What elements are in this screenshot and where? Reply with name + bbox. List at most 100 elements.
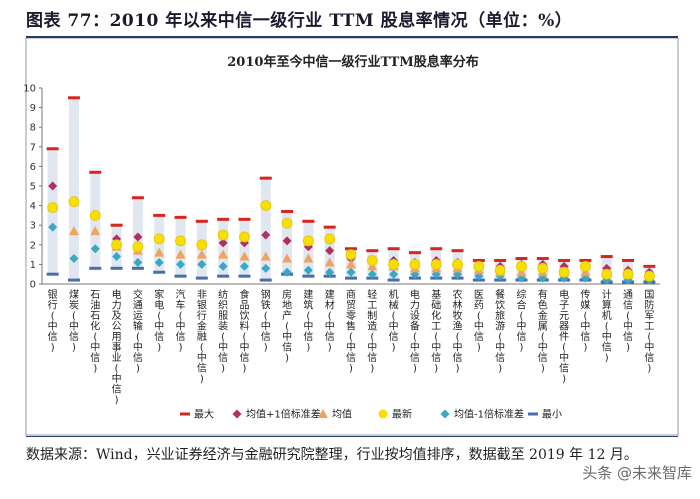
chart-title: 2010年至今中信一级行业TTM股息率分布: [227, 54, 478, 70]
x-tick-label: 商贸零售(中信): [346, 288, 356, 375]
latest-marker: [643, 270, 655, 282]
x-tick-label: 通信(中信): [623, 289, 633, 354]
x-tick-labels: 银行(中信) 煤炭(中信) 石油石化(中信) 电力及公用事业(中信) 交通运输(中信) 家…: [48, 288, 655, 406]
mean-plus-sd-marker: [133, 232, 143, 242]
mean-minus-sd-marker: [133, 257, 143, 267]
mean-minus-sd-marker: [282, 267, 292, 277]
x-tick-label: 非银行金融(中信): [197, 289, 207, 385]
watermark: 头条 @未来智库: [582, 464, 692, 482]
mean-minus-sd-marker: [154, 257, 164, 267]
max-marker: [494, 258, 507, 262]
min-marker: [174, 274, 187, 278]
mean-minus-sd-marker: [90, 244, 100, 254]
mean-minus-sd-marker: [367, 269, 377, 279]
x-tick-label: 电子元器件(中信): [559, 288, 569, 385]
mean-plus-sd-marker: [218, 238, 228, 248]
y-tick-label: 7: [30, 142, 36, 153]
latest-marker: [409, 258, 421, 270]
min-marker: [387, 278, 400, 282]
legend-mean-label: 均值: [332, 408, 352, 421]
mean-marker: [196, 249, 207, 259]
x-tick-label: 建筑(中信): [303, 288, 313, 354]
mean-minus-sd-marker: [261, 263, 271, 273]
max-marker: [259, 176, 272, 180]
x-tick-label: 汽车(中信): [176, 288, 186, 354]
x-tick-label: 医药(中信): [474, 289, 484, 354]
min-marker: [89, 266, 102, 270]
max-marker: [558, 258, 571, 262]
legend-mean-minus-sd-swatch: [440, 409, 450, 419]
max-marker: [46, 147, 59, 151]
legend: 最大 均值+1倍标准差 均值 最新 均值-1倍标准差 最小: [180, 408, 562, 421]
latest-marker: [558, 266, 570, 278]
max-marker: [408, 251, 421, 255]
min-marker: [46, 272, 59, 276]
latest-marker: [366, 255, 378, 266]
range-band: [260, 178, 271, 281]
max-marker: [195, 219, 208, 223]
x-tick-label: 有色金属(中信): [538, 288, 548, 375]
mean-plus-sd-marker: [48, 181, 58, 191]
x-tick-label: 房地产(中信): [282, 288, 292, 364]
max-marker: [89, 170, 102, 174]
max-marker: [153, 213, 166, 217]
mean-minus-sd-marker: [176, 259, 186, 269]
latest-marker: [537, 262, 549, 274]
source-note: 数据来源：Wind，兴业证券经济与金融研究院整理，行业按均值排序，数据截至 20…: [26, 447, 638, 463]
latest-marker: [601, 268, 613, 280]
x-tick-label: 计算机(中信): [602, 288, 612, 364]
max-marker: [110, 223, 123, 227]
latest-marker: [452, 258, 463, 270]
mean-marker: [260, 251, 271, 261]
x-tick-label: 食品饮料(中信): [239, 288, 249, 375]
mean-marker: [68, 226, 79, 236]
latest-marker: [239, 231, 250, 243]
range-band: [218, 219, 229, 277]
mean-marker: [346, 259, 356, 269]
latest-marker: [111, 239, 122, 251]
mean-minus-sd-marker: [48, 222, 58, 232]
x-tick-label: 交通运输(中信): [133, 288, 143, 375]
latest-marker: [260, 200, 272, 212]
range-band: [68, 97, 79, 281]
max-marker: [622, 258, 635, 262]
legend-mean-plus-sd-swatch: [232, 409, 242, 419]
max-marker: [515, 257, 528, 261]
x-tick-label: 轻工制造(中信): [367, 288, 377, 375]
axes: 0 1 2 3 4 5 6 7 8 9 10: [23, 84, 660, 291]
mean-marker: [282, 253, 293, 263]
latest-marker: [89, 209, 101, 221]
legend-mean-minus-sd-label: 均值-1倍标准差: [454, 408, 524, 421]
max-marker: [131, 196, 144, 200]
y-tick-label: 8: [30, 123, 36, 134]
latest-marker: [430, 258, 442, 270]
mean-minus-sd-marker: [325, 267, 335, 277]
min-marker: [302, 274, 315, 278]
x-tick-label: 国防军工(中信): [644, 289, 654, 375]
max-marker: [600, 255, 613, 259]
legend-mean-plus-sd-label: 均值+1倍标准差: [246, 408, 321, 421]
max-marker: [281, 209, 294, 213]
max-marker: [430, 247, 443, 251]
mean-minus-sd-marker: [218, 261, 228, 271]
range-band: [175, 217, 186, 277]
x-tick-label: 钢铁(中信): [261, 288, 271, 354]
mean-plus-sd-marker: [325, 246, 335, 256]
y-tick-label: 10: [23, 84, 36, 95]
min-marker: [217, 274, 230, 278]
latest-marker: [47, 202, 59, 213]
legend-latest-swatch: [378, 409, 388, 419]
chart-frame: [25, 38, 679, 436]
max-marker: [643, 264, 656, 268]
latest-marker: [153, 233, 165, 245]
x-tick-label: 基础化工(中信): [431, 288, 441, 375]
max-marker: [323, 225, 336, 229]
y-tick-label: 4: [30, 201, 36, 212]
y-tick-label: 0: [30, 280, 36, 291]
range-band: [239, 219, 250, 277]
figure-title: 图表 77：2010 年以来中信一级行业 TTM 股息率情况（单位：%）: [26, 11, 573, 31]
mean-marker: [324, 257, 335, 267]
data-marks: [46, 96, 656, 285]
x-tick-label: 煤炭(中信): [69, 288, 79, 354]
y-tick-label: 2: [30, 240, 36, 251]
